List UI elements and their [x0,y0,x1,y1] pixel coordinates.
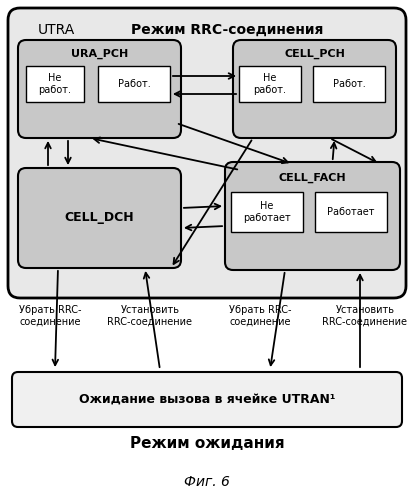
Text: CELL_DCH: CELL_DCH [64,212,134,224]
Text: Работ.: Работ. [117,79,150,89]
Text: Работает: Работает [326,207,374,217]
Text: Ожидание вызова в ячейке UTRAN¹: Ожидание вызова в ячейке UTRAN¹ [78,393,335,406]
Text: CELL_PCH: CELL_PCH [283,49,344,59]
Text: Не
работает: Не работает [242,201,290,223]
Text: CELL_FACH: CELL_FACH [278,173,346,183]
Bar [314,192,386,232]
FancyBboxPatch shape [233,40,395,138]
Bar [238,66,300,102]
Text: Установить
RRC-соединение: Установить RRC-соединение [107,305,192,326]
Bar [26,66,84,102]
Text: UTRA: UTRA [38,23,75,37]
Text: URA_PCH: URA_PCH [71,49,128,59]
Bar [98,66,170,102]
Text: Фиг. 6: Фиг. 6 [184,475,229,489]
FancyBboxPatch shape [18,168,180,268]
Text: Не
работ.: Не работ. [38,73,71,95]
Text: Убрать RRC-
соединение: Убрать RRC- соединение [19,305,81,326]
Text: Режим ожидания: Режим ожидания [129,436,284,450]
FancyBboxPatch shape [8,8,405,298]
Text: Не
работ.: Не работ. [253,73,286,95]
Bar [312,66,384,102]
Text: Работ.: Работ. [332,79,365,89]
Text: Режим RRC-соединения: Режим RRC-соединения [131,23,323,37]
Text: Убрать RRC-
соединение: Убрать RRC- соединение [228,305,291,326]
FancyBboxPatch shape [18,40,180,138]
Bar [230,192,302,232]
FancyBboxPatch shape [12,372,401,427]
FancyBboxPatch shape [224,162,399,270]
Text: Установить
RRC-соединение: Установить RRC-соединение [322,305,406,326]
